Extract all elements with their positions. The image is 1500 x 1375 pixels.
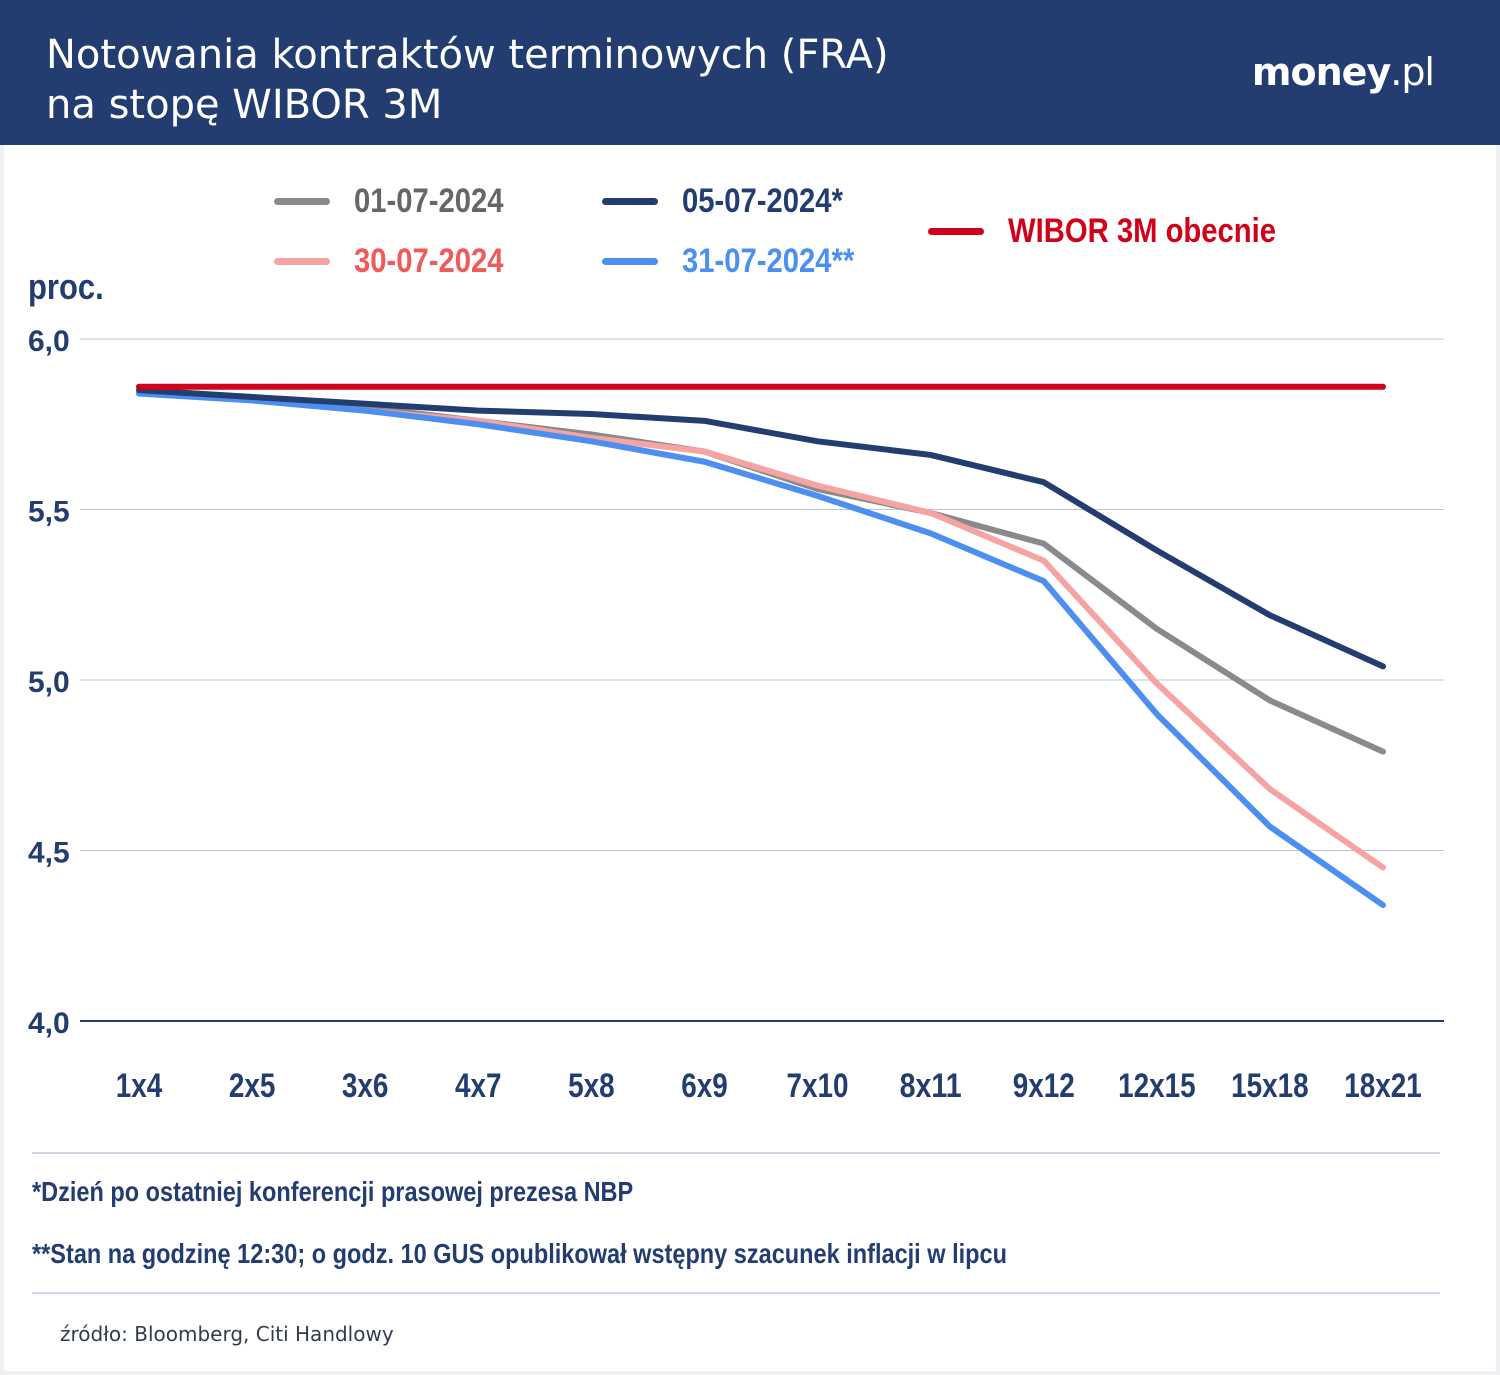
x-tick-label: 3x6	[342, 1067, 389, 1105]
x-tick-label: 4x7	[455, 1067, 502, 1105]
footnote-1: *Dzień po ostatniej konferencji prasowej…	[32, 1176, 634, 1207]
title-line-1: Notowania kontraktów terminowych (FRA)	[46, 32, 889, 78]
footnote-2: **Stan na godzinę 12:30; o godz. 10 GUS …	[32, 1238, 1007, 1269]
y-tick-label: 6,0	[28, 325, 70, 358]
legend-label-31-07: 31-07-2024**	[682, 242, 855, 280]
legend-item-05-07: 05-07-2024*	[602, 182, 869, 221]
brand-main: money	[1251, 50, 1391, 94]
y-axis-unit-label: proc.	[28, 266, 104, 307]
x-tick-label: 12x15	[1118, 1067, 1196, 1105]
x-tick-label: 8x11	[900, 1067, 962, 1105]
x-tick-label: 6x9	[681, 1067, 728, 1105]
page-title: Notowania kontraktów terminowych (FRA) n…	[46, 30, 889, 130]
brand-logo: money.pl	[1251, 50, 1435, 94]
series-line-1	[136, 387, 1386, 670]
series-line-3	[136, 390, 1386, 909]
legend-label-01-07: 01-07-2024	[354, 182, 504, 220]
x-tick-label: 7x10	[787, 1067, 849, 1105]
y-tick-label: 5,0	[28, 666, 70, 699]
legend-swatch-gray	[274, 198, 330, 205]
legend-label-05-07: 05-07-2024*	[682, 182, 843, 220]
title-line-2: na stopę WIBOR 3M	[46, 82, 443, 128]
y-tick-label: 4,5	[28, 837, 70, 870]
legend-swatch-blue	[602, 258, 658, 265]
divider-bottom	[32, 1292, 1440, 1294]
series-line-2	[136, 390, 1386, 871]
legend-item-30-07: 30-07-2024	[274, 242, 528, 281]
source-text: źródło: Bloomberg, Citi Handlowy	[60, 1322, 394, 1346]
x-tick-label: 1x4	[116, 1067, 163, 1105]
legend-swatch-pink	[274, 258, 330, 265]
divider-top	[32, 1152, 1440, 1154]
legend-swatch-navy	[602, 198, 658, 205]
y-tick-label: 5,5	[28, 496, 70, 529]
brand-suffix: .pl	[1390, 50, 1435, 94]
frame-left	[0, 145, 4, 1375]
frame-right	[1496, 145, 1500, 1375]
x-tick-label: 5x8	[568, 1067, 615, 1105]
legend-item-01-07: 01-07-2024	[274, 182, 528, 221]
legend-label-30-07: 30-07-2024	[354, 242, 504, 280]
legend-item-wibor: WIBOR 3M obecnie	[928, 212, 1320, 251]
legend-item-31-07: 31-07-2024**	[602, 242, 882, 281]
x-tick-label: 2x5	[229, 1067, 276, 1105]
legend-label-wibor: WIBOR 3M obecnie	[1008, 212, 1277, 250]
header-bar: Notowania kontraktów terminowych (FRA) n…	[0, 0, 1500, 145]
y-tick-label: 4,0	[28, 1007, 70, 1040]
frame-bottom	[0, 1371, 1500, 1375]
x-tick-label: 15x18	[1231, 1067, 1309, 1105]
x-tick-label: 18x21	[1344, 1067, 1422, 1105]
legend-swatch-red	[928, 228, 984, 235]
x-tick-label: 9x12	[1013, 1067, 1075, 1105]
